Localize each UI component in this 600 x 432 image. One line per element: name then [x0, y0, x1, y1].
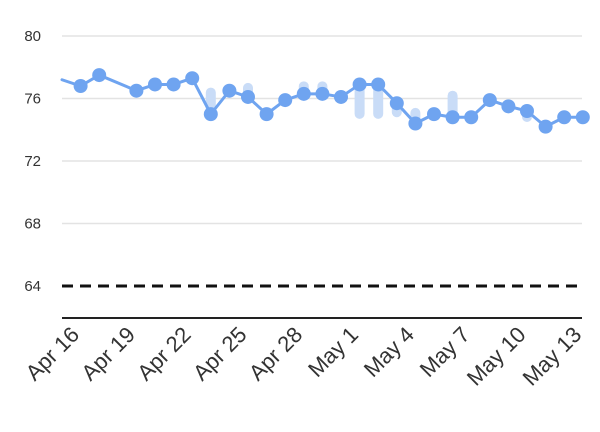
y-axis-ticks: 80 76 72 68 64 [24, 28, 41, 295]
data-point [166, 77, 181, 92]
data-point [241, 89, 255, 104]
y-tick-label: 64 [24, 278, 41, 295]
data-point [334, 89, 348, 104]
data-point [445, 110, 460, 125]
x-tick-label: May 10 [462, 322, 531, 391]
data-points [73, 68, 590, 134]
series-line-layer [60, 73, 585, 129]
data-point [575, 110, 590, 125]
data-point [278, 93, 293, 108]
x-tick-label: Apr 28 [244, 322, 308, 386]
data-point [371, 77, 386, 92]
x-tick-label: Apr 16 [21, 322, 85, 386]
data-point [73, 79, 88, 93]
x-tick-label: May 1 [303, 322, 363, 382]
data-point [501, 99, 516, 114]
x-tick-label: May 13 [518, 322, 587, 391]
data-point [482, 93, 497, 108]
data-point [222, 83, 237, 98]
data-point [148, 77, 162, 92]
data-point [389, 96, 404, 111]
data-point [296, 86, 311, 101]
data-point [185, 71, 200, 86]
data-point [520, 104, 534, 118]
range-bar [373, 82, 384, 119]
x-tick-label: Apr 19 [76, 322, 140, 386]
y-tick-label: 68 [24, 216, 41, 233]
data-point [408, 116, 423, 131]
x-tick-label: Apr 25 [188, 322, 252, 386]
y-tick-label: 76 [24, 91, 41, 108]
gridlines [62, 35, 582, 225]
series-line [60, 73, 585, 129]
data-point [464, 110, 479, 125]
data-point [203, 107, 218, 122]
x-tick-label: Apr 22 [132, 322, 196, 386]
data-point [92, 68, 107, 83]
range-bar [354, 82, 365, 119]
y-tick-label: 72 [24, 153, 41, 170]
data-point [538, 119, 553, 134]
data-point [259, 107, 274, 122]
data-point [557, 110, 572, 125]
y-tick-label: 80 [24, 28, 41, 45]
data-point [427, 107, 441, 122]
data-point [129, 83, 144, 98]
data-point [352, 77, 367, 92]
data-point [315, 86, 330, 101]
x-tick-label: May 4 [359, 322, 419, 382]
